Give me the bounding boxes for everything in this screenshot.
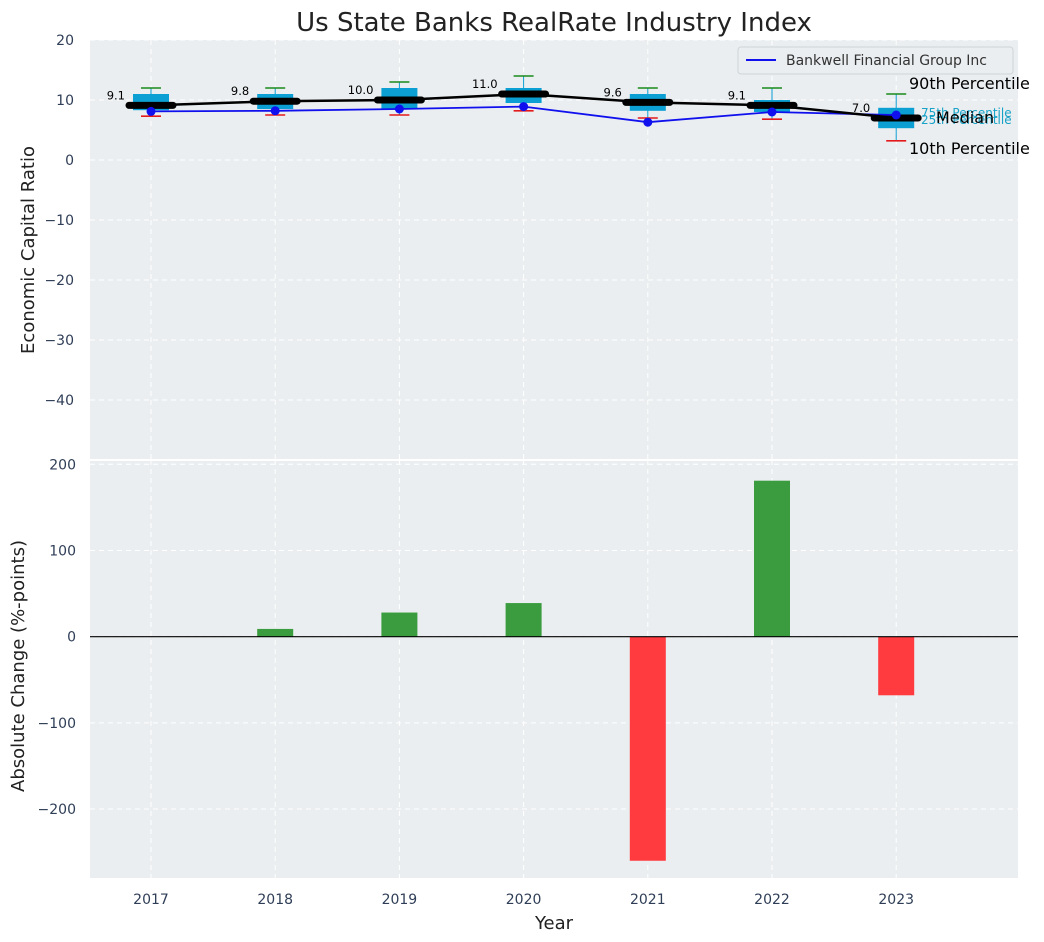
annotation-p10: 10th Percentile bbox=[909, 139, 1030, 158]
median-value-label: 9.1 bbox=[107, 88, 125, 102]
change-bar bbox=[381, 612, 418, 637]
top-grid bbox=[90, 39, 1018, 460]
x-tick-label: 2019 bbox=[382, 892, 418, 908]
bottom-y-tick-label: −200 bbox=[38, 802, 76, 818]
top-lines bbox=[146, 92, 901, 127]
bottom-y-tick-label: 200 bbox=[49, 457, 76, 473]
company-point bbox=[767, 107, 777, 117]
x-axis-title: Year bbox=[534, 913, 574, 934]
median-value-label: 9.8 bbox=[231, 84, 249, 98]
median-value-label: 9.6 bbox=[604, 85, 622, 99]
legend-box bbox=[737, 46, 1014, 75]
legend-label: Bankwell Financial Group Inc bbox=[786, 53, 987, 69]
annotation-p90: 90th Percentile bbox=[909, 74, 1030, 93]
top-y-tick-label: −10 bbox=[44, 213, 74, 229]
annotation-p75: 75th Percentile bbox=[921, 106, 1012, 120]
change-bar bbox=[878, 636, 915, 696]
change-bar bbox=[754, 480, 790, 637]
bottom-y-tick-label: 0 bbox=[67, 630, 76, 646]
top-median-labels: 9.1 9.8 10.0 11.0 9.6 9.1 7.0 bbox=[107, 77, 870, 115]
bottom-y-axis-title: Absolute Change (%-points) bbox=[8, 540, 29, 792]
x-tick-label: 2022 bbox=[754, 892, 790, 908]
change-bar bbox=[629, 636, 666, 861]
x-tick-label: 2017 bbox=[133, 892, 169, 908]
x-tick-label: 2018 bbox=[257, 892, 293, 908]
top-y-tick-label: −30 bbox=[44, 333, 74, 349]
top-y-tick-labels: 20 10 0 −10 −20 −30 −40 bbox=[44, 33, 74, 409]
top-y-tick-label: −20 bbox=[44, 273, 74, 289]
x-tick-labels: 2017 2018 2019 2020 2021 2022 2023 bbox=[133, 892, 914, 908]
bottom-y-tick-label: −100 bbox=[38, 716, 76, 732]
change-bar bbox=[257, 628, 294, 637]
company-point bbox=[643, 117, 653, 127]
median-value-label: 9.1 bbox=[728, 88, 746, 102]
company-point bbox=[394, 104, 404, 114]
bottom-bars bbox=[257, 480, 915, 861]
median-line bbox=[150, 92, 897, 120]
x-tick-label: 2021 bbox=[630, 892, 666, 908]
company-point bbox=[146, 106, 156, 116]
bottom-y-tick-labels: 200 100 0 −100 −200 bbox=[38, 457, 76, 818]
top-y-tick-label: 20 bbox=[56, 33, 74, 49]
company-point bbox=[891, 110, 901, 120]
bottom-panel: 200 100 0 −100 −200 Absolute Change (%-point… bbox=[8, 457, 1018, 878]
company-point bbox=[270, 106, 280, 116]
top-y-tick-label: 0 bbox=[65, 153, 74, 169]
bottom-panel-background bbox=[90, 460, 1018, 878]
top-y-axis-title: Economic Capital Ratio bbox=[18, 146, 39, 354]
top-y-tick-label: 10 bbox=[56, 93, 74, 109]
change-bar bbox=[505, 603, 542, 637]
x-tick-label: 2023 bbox=[878, 892, 914, 908]
annotation-median: Median bbox=[936, 108, 994, 127]
top-y-tick-label: −40 bbox=[44, 393, 74, 409]
top-panel: 20 10 0 −10 −20 −30 −40 9.1 9.8 10.0 11.0 9.6 9.1 7.… bbox=[18, 33, 1030, 460]
x-tick-label: 2020 bbox=[506, 892, 542, 908]
company-point bbox=[519, 102, 529, 112]
median-value-label: 7.0 bbox=[852, 101, 870, 115]
legend: Bankwell Financial Group Inc bbox=[737, 46, 1014, 75]
percentile-annotations: 90th Percentile 75th Percentile 25th Per… bbox=[909, 74, 1030, 158]
median-value-label: 11.0 bbox=[472, 77, 498, 91]
chart-title: Us State Banks RealRate Industry Index bbox=[296, 8, 812, 38]
median-value-label: 10.0 bbox=[348, 83, 374, 97]
bottom-y-tick-label: 100 bbox=[49, 543, 76, 559]
annotation-p25: 25th Percentile bbox=[921, 113, 1012, 127]
